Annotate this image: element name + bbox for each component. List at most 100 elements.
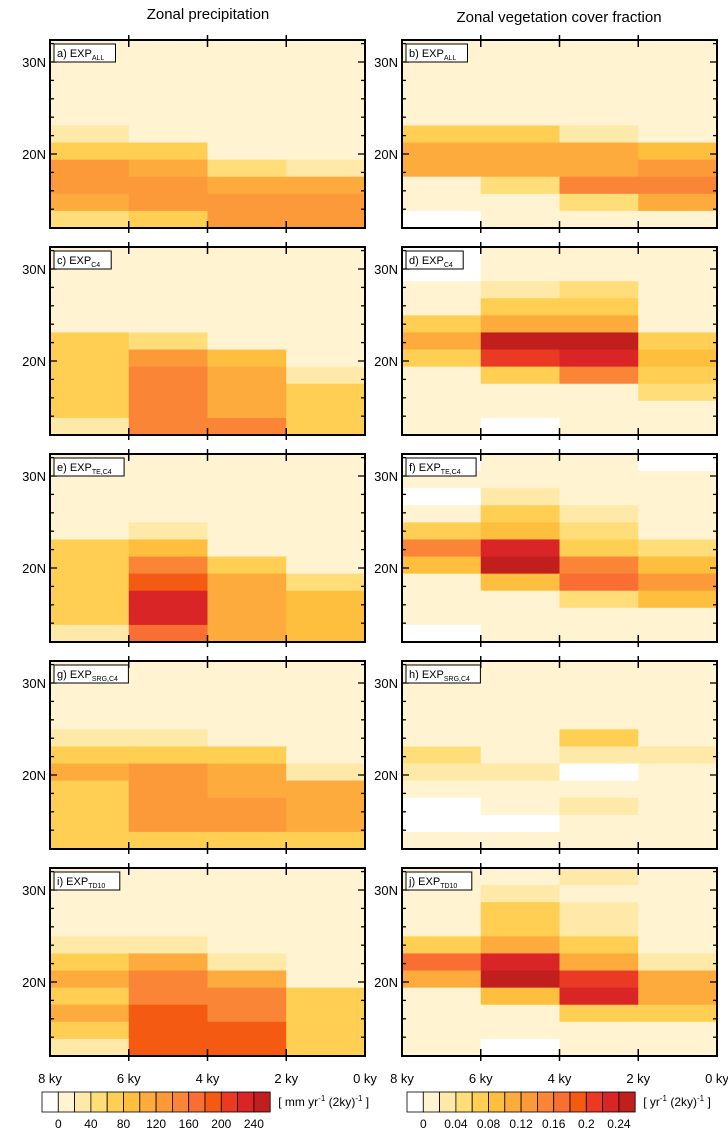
panel-i: 30N 20N i) EXPTD10 <box>22 863 366 1061</box>
heatmap-cell <box>638 556 718 575</box>
heatmap-cell <box>480 1021 561 1040</box>
heatmap-cell <box>207 590 287 609</box>
heatmap-cell <box>50 366 130 385</box>
heatmap-cell <box>207 74 287 92</box>
heatmap-cell <box>207 797 287 816</box>
heatmap-cell <box>286 349 366 368</box>
heatmap-cell <box>559 193 639 212</box>
panels-group: 30N 20N a) EXPALL 30N 20N b) EXPALL 30N 20N c) E… <box>22 35 718 1061</box>
colorbar-box <box>602 1091 620 1113</box>
heatmap-cell <box>207 264 287 282</box>
heatmap-cell <box>50 1021 130 1040</box>
heatmap-cell <box>286 607 366 626</box>
colorbar-box <box>439 1091 457 1113</box>
colorbar-box <box>569 1091 587 1113</box>
heatmap-cell <box>286 712 366 730</box>
heatmap-cell <box>286 797 366 816</box>
heatmap-cell <box>638 624 718 643</box>
heatmap-cell <box>207 193 287 212</box>
heatmap-cell <box>128 885 209 903</box>
y-tick-label: 30N <box>374 676 398 691</box>
colorbar-tick-label: 160 <box>179 1117 199 1131</box>
heatmap-cell <box>638 970 718 989</box>
heatmap-cell <box>638 936 718 955</box>
panel-label-box <box>405 43 468 63</box>
y-tick-label: 30N <box>22 883 46 898</box>
heatmap-cell <box>207 678 287 696</box>
heatmap-cell <box>480 831 561 850</box>
heatmap-cell <box>50 383 130 402</box>
heatmap-cell <box>559 763 639 782</box>
heatmap-cell <box>559 298 639 316</box>
heatmap-cell <box>207 953 287 972</box>
heatmap-cell <box>559 746 639 765</box>
heatmap-cell <box>286 332 366 351</box>
heatmap-cell <box>480 298 561 316</box>
colorbar-tick-label: 0.08 <box>477 1117 501 1131</box>
heatmap-cell <box>559 987 639 1006</box>
panel-label: a) EXPALL <box>53 43 116 63</box>
y-tick-label: 20N <box>374 354 398 369</box>
heatmap-cell <box>286 417 366 436</box>
heatmap-cell <box>286 383 366 402</box>
heatmap-cell <box>638 505 718 523</box>
heatmap-cell <box>50 814 130 833</box>
heatmap-cell <box>559 400 639 419</box>
heatmap-cell <box>286 1038 366 1057</box>
heatmap-cell <box>638 607 718 626</box>
heatmap-cell <box>128 556 209 575</box>
heatmap-cell <box>480 712 561 730</box>
heatmap-cell <box>128 1004 209 1023</box>
heatmap-cell <box>559 780 639 799</box>
panel-label-box <box>405 457 477 477</box>
heatmap-cell <box>559 332 639 351</box>
heatmap-cell <box>50 488 130 506</box>
heatmap-cell <box>559 74 639 92</box>
heatmap-cell <box>402 332 482 351</box>
heatmap-cell <box>50 176 130 195</box>
heatmap-cell <box>402 505 482 523</box>
heatmap-cell <box>50 970 130 989</box>
heatmap-cell <box>480 349 561 368</box>
heatmap-cell <box>286 831 366 850</box>
y-tick-label: 20N <box>374 768 398 783</box>
x-tick-label: 4 ky <box>196 1071 220 1086</box>
panel-label-text: d) EXPC4 <box>409 255 453 269</box>
heatmap-cell <box>50 936 130 955</box>
heatmap-cell <box>286 366 366 385</box>
panel-label-box <box>53 457 125 477</box>
heatmap-cell <box>128 746 209 765</box>
heatmap-cell <box>286 74 366 92</box>
heatmap-cell <box>402 281 482 299</box>
heatmap-cell <box>286 40 366 58</box>
heatmap-cell <box>402 74 482 92</box>
heatmap-cell <box>402 1021 482 1040</box>
heatmap-cell <box>480 142 561 161</box>
heatmap-cell <box>480 780 561 799</box>
heatmap-cell <box>50 746 130 765</box>
colorbar-box <box>204 1091 222 1113</box>
x-tick-label: 4 ky <box>548 1071 572 1086</box>
heatmap-cell <box>50 607 130 626</box>
heatmap-cell <box>50 522 130 541</box>
colorbar-tick-label: 40 <box>84 1117 98 1131</box>
heatmap-cell <box>50 142 130 161</box>
heatmap-cell <box>402 1004 482 1023</box>
heatmap-cell <box>402 366 482 385</box>
heatmap-cell <box>286 1021 366 1040</box>
panel-label-box <box>53 664 129 684</box>
heatmap-cell <box>402 210 482 229</box>
heatmap-cell <box>480 814 561 833</box>
heatmap-cell <box>402 298 482 316</box>
heatmap-cell <box>207 471 287 489</box>
heatmap-cell <box>480 91 561 109</box>
heatmap-cell <box>402 383 482 402</box>
heatmap-cell <box>50 400 130 419</box>
panel-label: c) EXPC4 <box>53 250 112 270</box>
heatmap-cell <box>559 315 639 334</box>
y-tick-label: 30N <box>374 469 398 484</box>
heatmap-cell <box>50 298 130 316</box>
heatmap-cell <box>50 712 130 730</box>
heatmap-cell <box>559 91 639 109</box>
colorbar-box <box>90 1091 108 1113</box>
